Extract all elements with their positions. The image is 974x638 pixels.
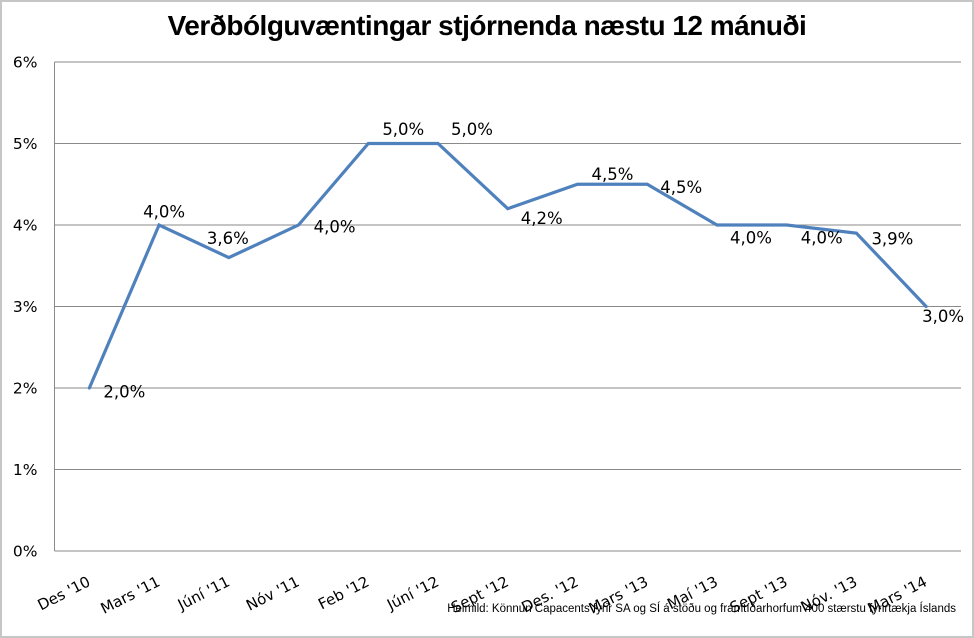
chart-title: Verðbólguvæntingar stjórnenda næstu 12 m… xyxy=(167,10,807,41)
x-tick-label: Des '10 xyxy=(35,573,94,615)
data-label: 4,0% xyxy=(143,203,185,222)
data-label: 4,0% xyxy=(801,229,843,248)
data-label: 4,0% xyxy=(314,218,356,237)
y-tick-label: 2% xyxy=(13,380,38,398)
source-note: Heimild: Könnun Capacents fyrir SA og SÍ… xyxy=(447,603,956,615)
x-tick-label: Mars '11 xyxy=(98,573,163,618)
y-tick-label: 0% xyxy=(13,543,38,561)
data-label: 2,0% xyxy=(103,383,145,402)
x-tick-label: Feb '12 xyxy=(315,573,372,614)
data-label: 5,0% xyxy=(382,120,424,139)
data-label: 3,9% xyxy=(871,230,913,249)
y-tick-label: 1% xyxy=(13,461,38,479)
data-label: 3,0% xyxy=(922,307,964,326)
y-tick-label: 4% xyxy=(13,217,38,235)
data-label: 4,2% xyxy=(521,209,563,228)
x-tick-label: Júní '11 xyxy=(174,573,233,615)
y-tick-label: 6% xyxy=(13,54,38,72)
data-label: 3,6% xyxy=(207,229,249,248)
x-tick-label: Nóv '11 xyxy=(243,573,302,615)
y-tick-label: 3% xyxy=(13,298,38,316)
x-tick-label: Júní '12 xyxy=(383,573,442,615)
y-tick-label: 5% xyxy=(13,135,38,153)
data-label: 4,5% xyxy=(592,165,634,184)
data-label: 4,5% xyxy=(660,178,702,197)
data-label: 4,0% xyxy=(730,229,772,248)
series-line xyxy=(87,141,928,390)
data-label: 5,0% xyxy=(451,120,493,139)
